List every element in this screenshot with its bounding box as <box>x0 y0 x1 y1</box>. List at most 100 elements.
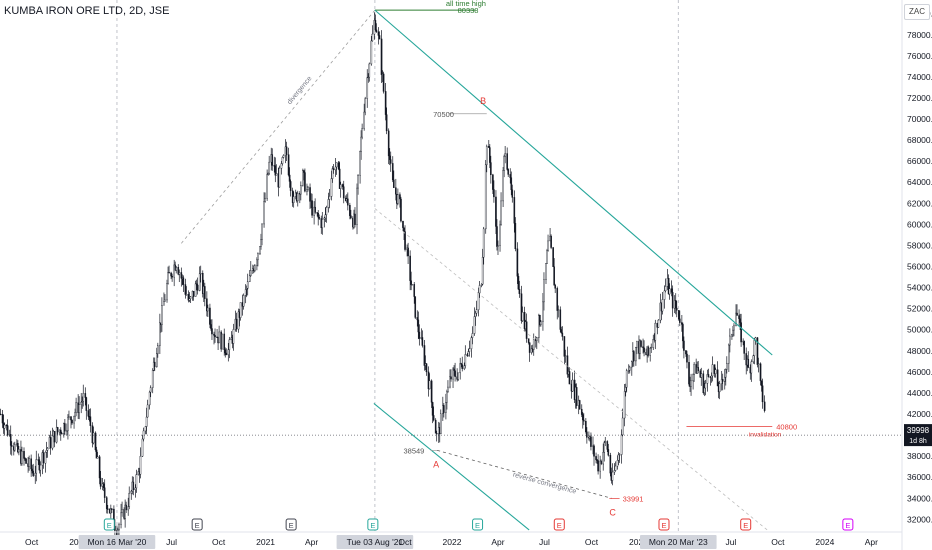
candle-body <box>447 386 449 393</box>
candle-body <box>460 363 463 365</box>
candle-body <box>161 305 163 326</box>
candle-body <box>84 393 87 398</box>
candle-body <box>384 91 387 115</box>
candle-body <box>378 35 381 40</box>
candle-body <box>599 460 601 472</box>
candle-body <box>688 362 690 385</box>
time-axis[interactable]: Oct 2020 Mon 16 Mar '20 Jul Oct 2021 Apr Tue 03… <box>0 531 902 549</box>
candle-body <box>560 329 563 334</box>
candle-body <box>171 275 173 278</box>
candle-body <box>536 337 538 341</box>
time-tick-label: Oct <box>212 537 226 547</box>
candle-body <box>431 402 434 416</box>
earnings-event-icon <box>191 518 203 531</box>
candle-body <box>214 335 216 338</box>
candle-body <box>604 441 607 443</box>
candle-body <box>64 423 66 432</box>
candle-body <box>710 375 713 378</box>
candle-body <box>761 385 764 403</box>
time-tick-highlight <box>639 535 717 549</box>
candle-body <box>303 170 305 173</box>
candle-body <box>6 425 9 436</box>
time-tick-label: Oct <box>398 537 412 547</box>
candle-body <box>148 391 151 406</box>
candle-body <box>125 504 127 511</box>
candle-body <box>206 298 208 312</box>
candle-body <box>416 317 419 321</box>
candle-body <box>546 250 548 264</box>
candle-body <box>239 302 242 318</box>
candle-body <box>78 404 80 413</box>
candle-body <box>68 416 70 418</box>
earnings-event-icon <box>553 518 565 531</box>
candle-body <box>430 380 433 403</box>
candle-body <box>354 213 356 225</box>
candle-body <box>477 292 480 310</box>
candle-body <box>400 198 402 222</box>
candle-body <box>302 170 304 186</box>
candle-body <box>403 227 405 232</box>
candle-body <box>593 445 595 457</box>
candle-body <box>307 187 309 190</box>
candle-body <box>568 371 571 385</box>
candle-body <box>461 364 464 369</box>
candle-body <box>105 497 108 509</box>
candle-body <box>432 415 435 421</box>
candle-body <box>331 168 334 179</box>
candle-body <box>392 179 395 188</box>
candle-body <box>184 284 187 295</box>
candle-body <box>25 458 27 464</box>
candle-body <box>382 73 385 92</box>
candle-body <box>110 508 112 514</box>
earnings-event-letter: E <box>370 521 375 530</box>
candle-body <box>17 443 19 453</box>
candle-body <box>739 318 741 323</box>
candle-body <box>278 167 281 188</box>
candle-body <box>221 333 223 350</box>
candle-body <box>711 364 714 377</box>
candle-body <box>1 413 4 424</box>
candle-body <box>445 402 447 413</box>
earnings-event-icon <box>740 518 752 531</box>
candle-body <box>611 471 614 481</box>
candle-body <box>471 333 474 338</box>
candle-body <box>563 336 566 357</box>
candle-body <box>134 487 137 491</box>
time-tick-label: Jul <box>539 537 550 547</box>
candle-body <box>732 329 734 335</box>
candle-body <box>199 273 202 275</box>
candle-body <box>518 288 521 294</box>
candle-body <box>617 454 620 461</box>
candle-body <box>268 161 270 174</box>
candle-body <box>428 380 431 390</box>
candle-body <box>552 247 554 267</box>
candle-body <box>740 322 742 343</box>
candle-body <box>681 322 683 325</box>
candle-body <box>257 253 259 261</box>
candle-body <box>87 410 90 417</box>
price-axis[interactable]: 32000.0034000.0036000.0038000.0040000.00… <box>901 0 932 550</box>
point-a-value: 38549 <box>403 446 424 455</box>
price-tick-label: 56000.00 <box>907 262 932 272</box>
candle-body <box>327 199 330 208</box>
candle-body <box>595 456 597 461</box>
price-tick-label: 52000.00 <box>907 304 932 314</box>
candle-body <box>606 441 609 450</box>
candle-body <box>266 174 268 199</box>
currency-badge[interactable]: ZAC <box>904 4 930 20</box>
candle-body <box>685 350 687 355</box>
candle-body <box>249 270 252 276</box>
candle-body <box>81 401 84 403</box>
candle-body <box>300 185 302 195</box>
candle-body <box>575 387 578 406</box>
candle-body <box>360 136 362 152</box>
candle-body <box>539 315 541 325</box>
candle-body <box>92 432 95 444</box>
candle-body <box>747 358 750 368</box>
candle-body <box>178 272 181 275</box>
candle-body <box>281 157 284 164</box>
candle-body <box>201 273 204 294</box>
candle-body <box>359 151 361 176</box>
candle-body <box>670 288 673 293</box>
